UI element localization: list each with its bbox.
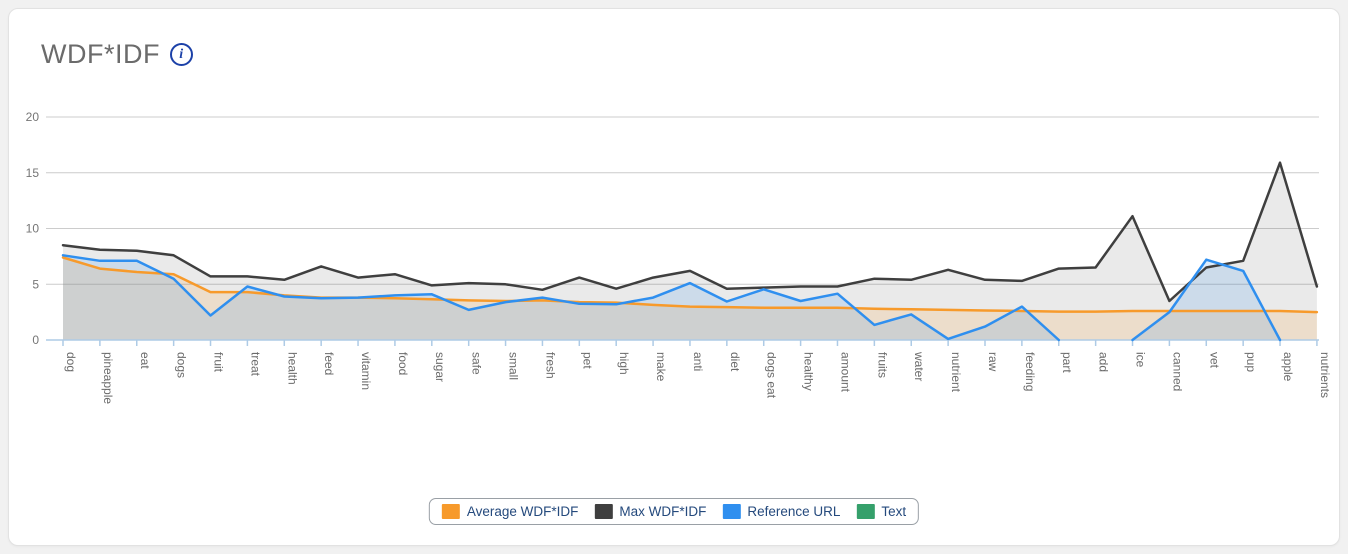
series-line-2	[1131, 258, 1282, 342]
legend-swatch	[441, 504, 460, 519]
card-title-row: WDF*IDF i	[41, 39, 193, 70]
y-axis-label: 5	[32, 277, 39, 291]
info-icon[interactable]: i	[169, 43, 193, 66]
series-area-2	[1132, 259, 1280, 340]
legend-label: Text	[881, 504, 907, 519]
series-line-1	[61, 161, 1319, 303]
x-axis-label: water	[912, 351, 926, 381]
legend-label: Max WDF*IDF	[619, 504, 707, 519]
page-title: WDF*IDF	[41, 39, 160, 69]
y-axis-label: 15	[26, 166, 40, 180]
x-axis-label: fruit	[212, 352, 226, 373]
legend-label: Reference URL	[747, 504, 841, 519]
x-axis-label: anti	[691, 352, 705, 371]
legend-item[interactable]: Reference URL	[722, 504, 840, 519]
x-axis-label: eat	[138, 352, 152, 369]
y-axis-label: 20	[26, 110, 40, 124]
x-axis-label: pup	[1244, 352, 1258, 372]
legend-item[interactable]: Text	[856, 504, 906, 519]
legend-label: Average WDF*IDF	[466, 504, 579, 519]
chart-legend: Average WDF*IDF Max WDF*IDF Reference URL T…	[428, 498, 920, 525]
x-axis-label: health	[285, 352, 299, 385]
x-axis-label: part	[1060, 352, 1074, 373]
x-axis-label: sugar	[433, 352, 447, 382]
x-axis-label: apple	[1281, 352, 1295, 382]
y-axis-label: 0	[32, 333, 39, 347]
series-area-0	[63, 257, 1317, 340]
x-axis-label: make	[654, 352, 668, 382]
x-axis-label: diet	[728, 352, 742, 372]
x-axis-label: vet	[1207, 352, 1221, 369]
x-axis-label: raw	[986, 352, 1000, 372]
x-axis-label: safe	[470, 352, 484, 375]
x-axis-label: amount	[838, 352, 852, 393]
x-axis-label: pineapple	[101, 352, 115, 404]
x-axis-label: nutrient	[949, 352, 963, 393]
x-axis-label: high	[617, 352, 631, 375]
x-axis-label: fruits	[875, 352, 889, 378]
legend-item[interactable]: Max WDF*IDF	[594, 504, 706, 519]
x-axis-label: add	[1097, 352, 1111, 372]
x-axis-label: feeding	[1023, 352, 1037, 391]
x-axis-label: ice	[1134, 352, 1148, 368]
x-axis-label: pet	[580, 352, 594, 369]
x-axis-label: food	[396, 352, 410, 375]
x-axis-label: healthy	[802, 352, 816, 391]
x-axis-label: vitamin	[359, 352, 373, 390]
legend-swatch	[722, 504, 741, 519]
x-axis-label: dogs	[175, 352, 189, 378]
y-axis-label: 10	[26, 222, 40, 236]
x-axis-label: feed	[322, 352, 336, 375]
legend-swatch	[856, 504, 875, 519]
x-axis-label: canned	[1170, 352, 1184, 391]
chart-card: 0 5 10 15 20 dog pineapple eat dogs fruit treat hea…	[8, 8, 1340, 546]
legend-item[interactable]: Average WDF*IDF	[441, 504, 579, 519]
series-line-2	[61, 254, 1061, 342]
wdfidf-chart[interactable]: 0 5 10 15 20 dog pineapple eat dogs fruit treat hea…	[9, 9, 1339, 469]
x-axis-label: fresh	[543, 352, 557, 379]
series-area-2	[63, 255, 1059, 340]
x-axis-label: nutrients	[1318, 352, 1332, 398]
x-axis-label: treat	[248, 352, 262, 377]
x-axis-label: dog	[64, 352, 78, 372]
x-axis-label: small	[507, 352, 521, 380]
legend-swatch	[594, 504, 613, 519]
x-axis-label: dogs eat	[765, 352, 779, 399]
